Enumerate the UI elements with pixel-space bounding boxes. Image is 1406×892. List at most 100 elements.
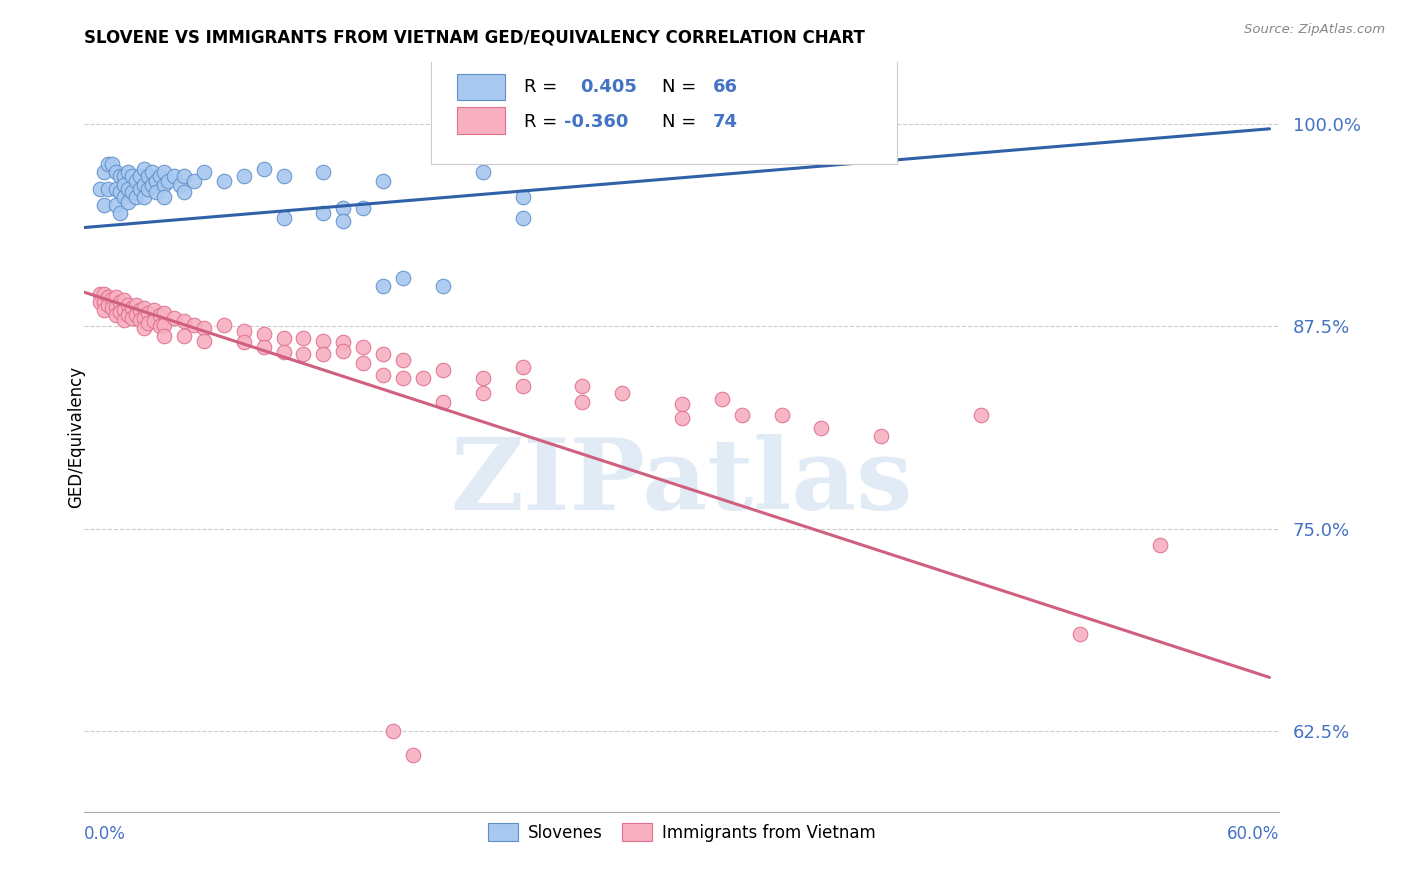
Point xyxy=(163,311,186,326)
Text: ZIPatlas: ZIPatlas xyxy=(451,434,912,531)
Point xyxy=(149,169,172,183)
Text: 66: 66 xyxy=(713,78,738,96)
Point xyxy=(153,306,176,320)
Point xyxy=(212,173,235,187)
Point xyxy=(93,303,115,318)
Point xyxy=(671,141,693,155)
Point xyxy=(112,293,135,308)
Point xyxy=(1149,538,1171,552)
Point xyxy=(89,295,111,310)
Point xyxy=(432,278,454,293)
Point xyxy=(273,169,295,183)
Point xyxy=(173,169,195,183)
Point xyxy=(232,335,254,350)
Point xyxy=(121,185,143,199)
Point xyxy=(121,169,143,183)
Point xyxy=(105,165,128,179)
Point xyxy=(1069,626,1091,640)
Point xyxy=(770,409,793,423)
Point xyxy=(112,169,135,183)
Point xyxy=(312,165,335,179)
Point xyxy=(129,169,152,183)
Point xyxy=(101,292,124,306)
Point xyxy=(89,286,111,301)
Point xyxy=(352,356,374,370)
Point xyxy=(432,363,454,377)
Point xyxy=(149,319,172,334)
Point xyxy=(273,330,295,344)
Point xyxy=(110,304,132,318)
Point xyxy=(412,371,434,385)
Point xyxy=(153,178,176,193)
Point xyxy=(312,334,335,348)
Text: SLOVENE VS IMMIGRANTS FROM VIETNAM GED/EQUIVALENCY CORRELATION CHART: SLOVENE VS IMMIGRANTS FROM VIETNAM GED/E… xyxy=(84,29,865,47)
Point xyxy=(312,347,335,361)
Point xyxy=(145,173,167,187)
Point xyxy=(373,347,395,361)
Point xyxy=(112,190,135,204)
Point xyxy=(970,409,993,423)
Point xyxy=(110,295,132,310)
Point xyxy=(105,308,128,322)
Point xyxy=(112,303,135,318)
Point xyxy=(153,165,176,179)
Point xyxy=(402,748,425,763)
Point xyxy=(132,162,156,177)
Point xyxy=(125,308,148,322)
Point xyxy=(571,379,593,393)
FancyBboxPatch shape xyxy=(457,74,505,100)
Point xyxy=(253,327,276,342)
Text: R =: R = xyxy=(524,113,564,131)
Point xyxy=(105,300,128,314)
Point xyxy=(193,165,215,179)
Point xyxy=(373,173,395,187)
Point xyxy=(332,201,354,215)
Point xyxy=(373,368,395,382)
Y-axis label: GED/Equivalency: GED/Equivalency xyxy=(67,366,84,508)
Text: N =: N = xyxy=(662,113,702,131)
Point xyxy=(332,214,354,228)
Point xyxy=(332,343,354,358)
Point xyxy=(136,182,159,196)
Point xyxy=(352,340,374,354)
Point xyxy=(710,392,733,406)
Text: 60.0%: 60.0% xyxy=(1227,825,1279,843)
Point xyxy=(145,185,167,199)
Point xyxy=(253,340,276,354)
Point xyxy=(512,211,534,225)
Point xyxy=(512,359,534,374)
Point xyxy=(612,385,634,400)
Point xyxy=(93,286,115,301)
Point xyxy=(153,329,176,343)
Point xyxy=(332,335,354,350)
Text: -0.360: -0.360 xyxy=(564,113,628,131)
Point xyxy=(97,182,120,196)
Point xyxy=(373,278,395,293)
Point xyxy=(136,306,159,320)
Point xyxy=(125,190,148,204)
Point xyxy=(512,190,534,204)
Point xyxy=(132,178,156,193)
Point xyxy=(132,321,156,335)
Point xyxy=(143,314,166,328)
Point xyxy=(93,198,115,212)
Point xyxy=(132,190,156,204)
Point xyxy=(125,173,148,187)
Text: N =: N = xyxy=(662,78,702,96)
Point xyxy=(731,409,754,423)
Point xyxy=(471,165,494,179)
Point xyxy=(153,318,176,332)
Point xyxy=(690,120,713,135)
Point xyxy=(671,397,693,411)
Point xyxy=(471,385,494,400)
Point xyxy=(132,311,156,326)
Point xyxy=(93,295,115,310)
Point xyxy=(183,318,205,332)
Point xyxy=(101,301,124,316)
FancyBboxPatch shape xyxy=(457,107,505,134)
Point xyxy=(471,371,494,385)
Point xyxy=(141,178,163,193)
Point xyxy=(710,120,733,135)
Point xyxy=(352,201,374,215)
Point xyxy=(273,211,295,225)
